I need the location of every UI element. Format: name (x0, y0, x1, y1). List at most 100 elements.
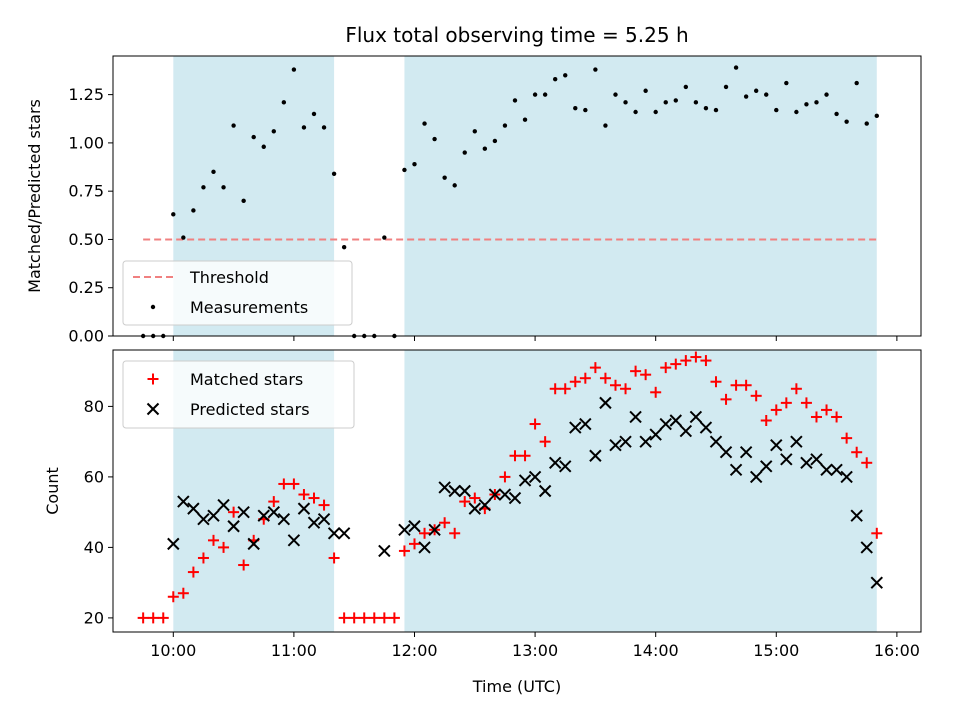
top-y-axis-label: Matched/Predicted stars (25, 99, 44, 293)
plus-marker (147, 373, 159, 385)
measurement-point (191, 208, 196, 213)
predicted-star-point (669, 414, 682, 427)
predicted-star-point (840, 470, 853, 484)
measurement-point (512, 98, 518, 103)
matched-stars-points (137, 351, 883, 624)
matched-star-point (700, 355, 712, 367)
measurement-point (713, 107, 719, 113)
matched-star-point (298, 489, 310, 501)
matched-star-point (810, 411, 822, 423)
measurement-point (633, 109, 638, 115)
measurement-point (452, 183, 457, 188)
measurement-point (552, 76, 558, 82)
top-plot-frame (112, 55, 922, 337)
predicted-star-point (167, 537, 180, 551)
measurement-point (844, 119, 849, 124)
y-tick-label: 0.50 (68, 230, 104, 249)
measurement-point (291, 67, 297, 72)
x-tick-label: 15:00 (753, 641, 799, 660)
predicted-star-point (197, 512, 210, 526)
top-chart-title: Flux total observing time = 5.25 h (345, 23, 688, 47)
measurement-point (181, 235, 186, 240)
predicted-star-point (860, 541, 873, 554)
predicted-star-point (559, 460, 572, 473)
predicted-star-point (307, 516, 321, 529)
y-tick-label: 1.00 (68, 133, 104, 152)
measurement-point (442, 175, 447, 180)
measurement-point (221, 185, 226, 190)
predicted-star-point (649, 428, 662, 441)
matched-star-point (499, 471, 511, 483)
measurement-point (522, 117, 528, 122)
bottom-legend-box (122, 360, 355, 429)
matched-star-point (368, 612, 380, 624)
measurement-point (653, 109, 658, 115)
predicted-star-point (709, 435, 723, 448)
top-legend-box (122, 260, 353, 326)
observing-window (404, 350, 877, 632)
measurement-point (874, 113, 879, 119)
bottom-y-ticks: 20 40 60 80 (84, 397, 113, 627)
matched-star-point (378, 612, 390, 624)
measurement-point (281, 100, 287, 105)
measurement-point (703, 105, 709, 111)
matched-star-point (589, 362, 601, 374)
measurement-point (613, 92, 618, 97)
measurement-point (462, 150, 467, 155)
y-tick-label: 80 (84, 397, 104, 416)
predicted-star-point (418, 541, 431, 554)
measurement-point (583, 107, 588, 113)
measurement-point (171, 212, 176, 217)
measurement-point (542, 92, 548, 97)
measurement-point (723, 84, 729, 90)
predicted-star-point (820, 463, 833, 477)
predicted-star-point (739, 446, 753, 459)
x-tick-label: 12:00 (391, 641, 437, 660)
measurement-point (532, 92, 538, 97)
matched-star-point (750, 390, 762, 402)
x-tick-label: 16:00 (874, 641, 920, 660)
predicted-star-point (378, 544, 391, 558)
measurement-point (824, 92, 829, 97)
predicted-star-point (760, 460, 773, 473)
measurement-point (382, 235, 387, 240)
measurement-point (764, 92, 769, 97)
x-tick-label: 13:00 (512, 641, 558, 660)
observing-window (404, 56, 877, 336)
matched-legend-swatch (147, 373, 159, 385)
measurement-point (432, 136, 437, 142)
top-x-ticks (172, 336, 898, 341)
measurement-point (593, 67, 598, 72)
matched-star-point (519, 450, 531, 462)
predicted-star-point (428, 523, 441, 536)
measurement-point (794, 109, 799, 115)
predicted-star-point (498, 488, 512, 501)
matched-star-point (408, 538, 420, 550)
matched-star-point (680, 355, 692, 367)
matched-star-point (469, 492, 481, 504)
predicted-star-point (297, 502, 311, 515)
predicted-star-point (267, 505, 281, 519)
matched-star-point (439, 517, 451, 529)
predicted-star-point (518, 474, 532, 487)
measurements-legend-label: Measurements (190, 298, 308, 317)
predicted-star-point (729, 463, 743, 477)
predicted-star-point (579, 417, 592, 431)
measurement-point (261, 144, 266, 149)
predicted-star-point (659, 417, 672, 431)
predicted-star-point (478, 498, 492, 512)
matched-star-point (710, 376, 722, 388)
matched-star-point (358, 612, 370, 624)
predicted-star-point (408, 520, 421, 533)
measurement-point (321, 125, 327, 130)
measurement-point (472, 129, 477, 134)
matched-star-point (720, 393, 732, 405)
predicted-star-point (790, 435, 803, 448)
measurement-point (643, 88, 648, 93)
predicted-legend-swatch (146, 402, 160, 416)
matched-star-point (177, 587, 189, 599)
matched-star-point (278, 478, 290, 490)
matched-star-point (770, 404, 782, 416)
predicted-star-point (639, 435, 652, 448)
matched-star-point (529, 418, 541, 430)
